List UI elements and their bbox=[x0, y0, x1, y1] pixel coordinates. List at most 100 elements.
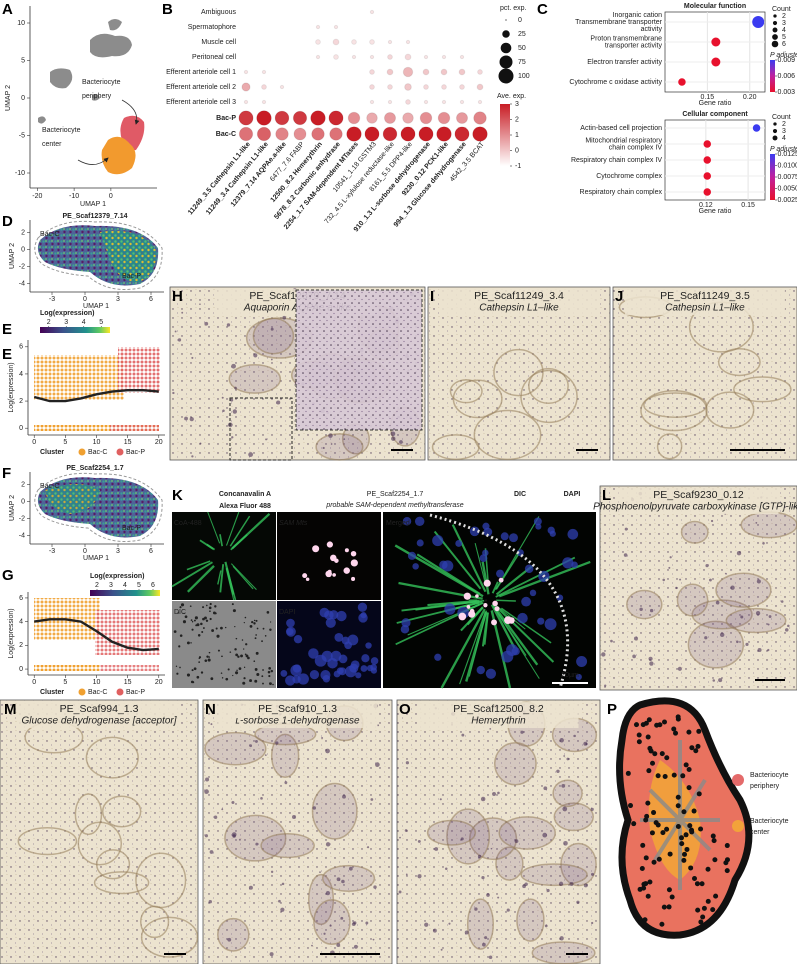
colorbar-label: 4 bbox=[82, 319, 86, 326]
stain-spot bbox=[705, 564, 709, 568]
panel-label: C bbox=[537, 1, 548, 18]
stain-spot bbox=[232, 834, 236, 838]
stain-spot bbox=[231, 363, 236, 369]
bacteria bbox=[698, 919, 704, 925]
sam-spot bbox=[312, 545, 320, 553]
dic-grain bbox=[190, 642, 192, 644]
legend-dot bbox=[505, 19, 507, 21]
x-tick-label: 0 bbox=[83, 548, 87, 555]
cell-boundary bbox=[493, 741, 537, 786]
dot bbox=[402, 112, 414, 124]
fluor-fiber bbox=[207, 511, 221, 544]
cell-boundary bbox=[204, 731, 267, 766]
dic-grain bbox=[191, 628, 194, 631]
colorbar-label: 2 bbox=[95, 582, 99, 589]
legend-label: 0.0125 bbox=[778, 151, 797, 158]
row-label: Efferent arteriole cell 1 bbox=[166, 69, 236, 76]
dic-grain bbox=[189, 605, 192, 607]
stain-spot bbox=[177, 338, 182, 342]
fluor-fiber bbox=[225, 511, 240, 546]
stain-name: Concanavalin A bbox=[219, 491, 271, 498]
dot bbox=[386, 68, 394, 76]
dic-grain bbox=[220, 626, 223, 630]
stain-spot bbox=[679, 578, 682, 581]
panel-label: G bbox=[2, 567, 14, 584]
x-tick-label: 6 bbox=[149, 548, 153, 555]
legend-label: 1 bbox=[515, 132, 519, 139]
panel-label: E bbox=[2, 321, 12, 338]
bacteria bbox=[686, 785, 692, 791]
stain-spot bbox=[264, 754, 267, 756]
panel-title: PE_Scaf910_1.3 bbox=[258, 703, 337, 715]
cell-boundary bbox=[516, 898, 545, 942]
stain-spot bbox=[736, 551, 742, 556]
dic-grain bbox=[247, 656, 250, 660]
dic-grain bbox=[193, 667, 197, 671]
sam-spot bbox=[326, 541, 333, 548]
panel-label: H bbox=[172, 288, 183, 305]
stain-spot bbox=[639, 607, 643, 612]
nucleus bbox=[329, 610, 339, 620]
x-axis-label: UMAP 1 bbox=[80, 201, 106, 208]
panel-title: PE_Scaf994_1.3 bbox=[60, 703, 139, 715]
y-axis-label: UMAP 2 bbox=[5, 85, 12, 111]
dic-grain bbox=[236, 669, 238, 672]
sam-spot bbox=[350, 559, 358, 567]
stain-spot bbox=[768, 615, 772, 618]
legend-label: 4 bbox=[782, 135, 786, 142]
fluor-fiber bbox=[226, 567, 237, 601]
legend-label: periphery bbox=[750, 783, 780, 790]
nucleus bbox=[562, 557, 574, 569]
panel-subtitle: Cathepsin L1–like bbox=[479, 303, 559, 314]
stain-spot bbox=[340, 916, 344, 920]
legend-dot bbox=[771, 40, 779, 48]
micrograph bbox=[396, 699, 601, 964]
bacteria bbox=[662, 773, 668, 779]
x-tick-label: 0.12 bbox=[699, 202, 713, 209]
dot bbox=[369, 39, 375, 45]
dic-grain bbox=[240, 654, 243, 658]
cell-boundary bbox=[260, 833, 315, 859]
cell-boundary bbox=[705, 391, 755, 429]
bacteria bbox=[675, 824, 681, 830]
legend-label: center bbox=[750, 829, 770, 836]
x-tick-label: -10 bbox=[69, 193, 79, 200]
dot bbox=[364, 126, 380, 142]
sam-spot bbox=[305, 577, 310, 581]
dic-grain bbox=[183, 612, 185, 615]
stain-spot bbox=[745, 642, 749, 646]
panel-subtitle: Glucose dehydrogenase [acceptor] bbox=[21, 716, 176, 727]
dot bbox=[752, 124, 761, 132]
panel-label: L bbox=[602, 487, 611, 504]
dot bbox=[752, 16, 765, 28]
dic-grain bbox=[261, 640, 263, 643]
dot bbox=[387, 84, 393, 90]
legend-label: Bac-C bbox=[88, 449, 107, 456]
dot bbox=[402, 66, 414, 78]
dic-grain bbox=[184, 615, 188, 619]
bacteria bbox=[671, 772, 677, 778]
term-label: Inorganic cation bbox=[613, 12, 663, 19]
dic-grain bbox=[232, 674, 234, 677]
subpanel-label: DAPI bbox=[279, 609, 295, 616]
title-backdrop bbox=[625, 289, 785, 315]
bacteria bbox=[679, 841, 685, 847]
stain-spot bbox=[208, 899, 212, 904]
dic-grain bbox=[186, 641, 190, 645]
dot bbox=[454, 126, 470, 142]
stain-spot bbox=[559, 738, 564, 743]
stain-spot bbox=[321, 736, 324, 739]
nucleus bbox=[517, 612, 528, 624]
stain-spot bbox=[724, 572, 727, 575]
stain-spot bbox=[231, 800, 235, 804]
stain-spot bbox=[269, 952, 274, 957]
nucleus bbox=[309, 669, 320, 680]
dic-grain bbox=[243, 648, 245, 650]
sam-spot bbox=[351, 576, 356, 581]
dic-grain bbox=[232, 609, 236, 613]
stain-spot bbox=[448, 922, 451, 925]
cell-boundary bbox=[469, 817, 518, 861]
dot bbox=[703, 172, 712, 180]
nucleus bbox=[357, 602, 368, 612]
nucleus bbox=[521, 596, 531, 607]
